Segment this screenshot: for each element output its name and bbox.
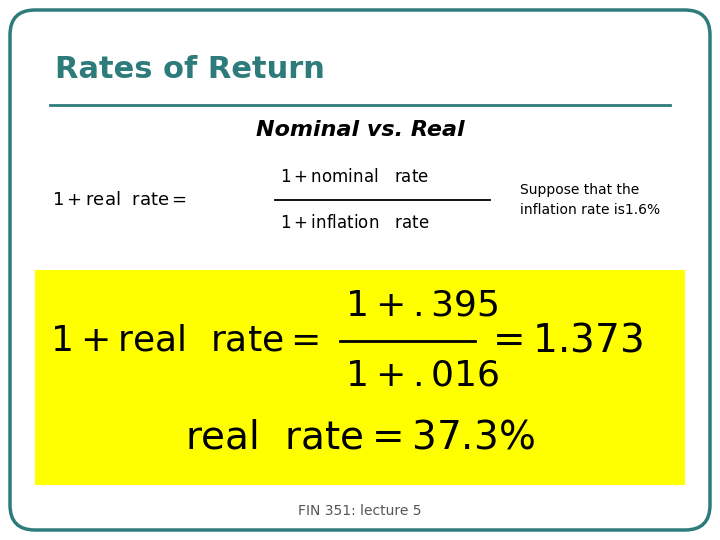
Text: $1+\mathsf{inflation}\ \ \ \mathsf{rate}$: $1+\mathsf{inflation}\ \ \ \mathsf{rate}…	[280, 214, 430, 232]
Text: Suppose that the
inflation rate is1.6%: Suppose that the inflation rate is1.6%	[520, 183, 660, 217]
Text: Rates of Return: Rates of Return	[55, 55, 325, 84]
FancyBboxPatch shape	[35, 270, 685, 485]
FancyBboxPatch shape	[10, 10, 710, 530]
Text: $=1.373$: $=1.373$	[485, 322, 643, 360]
Text: $1+\mathsf{real}\ \ \mathsf{rate} =$: $1+\mathsf{real}\ \ \mathsf{rate} =$	[50, 324, 319, 358]
Text: $1+\mathsf{real}\ \ \mathsf{rate} =$: $1+\mathsf{real}\ \ \mathsf{rate} =$	[52, 191, 187, 209]
Text: $1+\mathsf{nominal}\ \ \ \mathsf{rate}$: $1+\mathsf{nominal}\ \ \ \mathsf{rate}$	[280, 168, 429, 186]
Text: $1+.016$: $1+.016$	[345, 359, 500, 393]
Text: $1+.395$: $1+.395$	[345, 289, 499, 323]
Text: Nominal vs. Real: Nominal vs. Real	[256, 120, 464, 140]
Text: FIN 351: lecture 5: FIN 351: lecture 5	[298, 504, 422, 518]
Text: $\mathsf{real}\ \ \mathsf{rate} = 37.3\%$: $\mathsf{real}\ \ \mathsf{rate} = 37.3\%…	[185, 418, 535, 457]
